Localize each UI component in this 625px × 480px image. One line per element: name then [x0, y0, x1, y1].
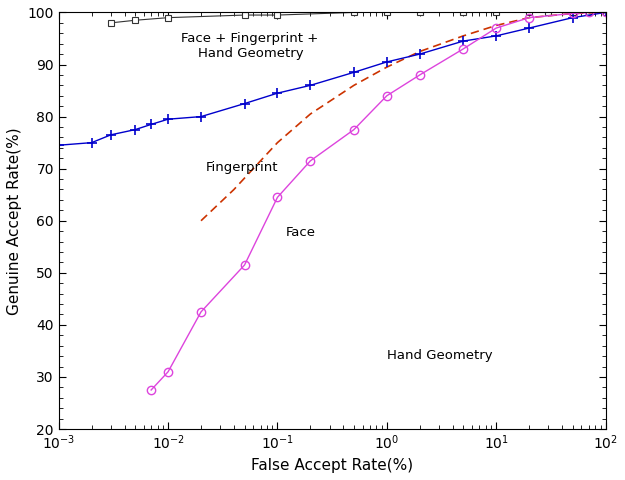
- Y-axis label: Genuine Accept Rate(%): Genuine Accept Rate(%): [7, 127, 22, 314]
- Text: Face: Face: [286, 227, 316, 240]
- Text: Hand Geometry: Hand Geometry: [387, 349, 492, 362]
- Text: Face + Fingerprint +
    Hand Geometry: Face + Fingerprint + Hand Geometry: [181, 32, 318, 60]
- X-axis label: False Accept Rate(%): False Accept Rate(%): [251, 458, 413, 473]
- Text: Fingerprint: Fingerprint: [206, 161, 278, 174]
